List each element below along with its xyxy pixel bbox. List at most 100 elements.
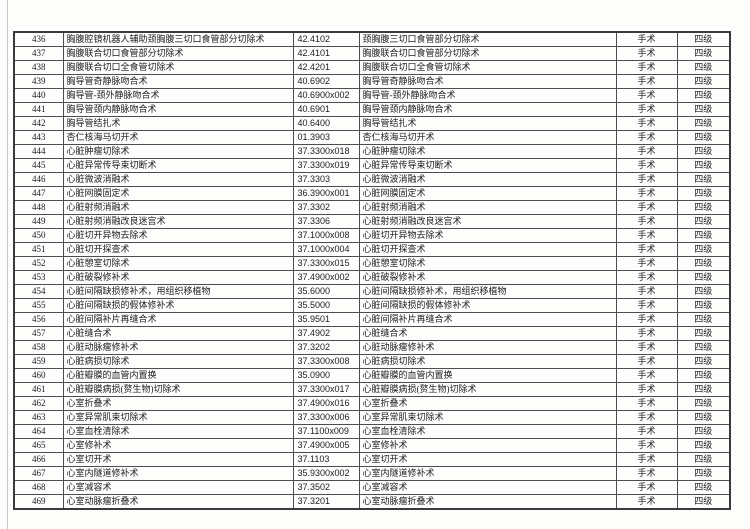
procedure-alias-cell: 心室修补术 [358,438,617,453]
procedure-name-cell: 心脏网膜固定术 [62,186,294,201]
row-number-cell: 445 [13,158,64,173]
table-row: 468 心室减容术 37.3502 心室减容术 手术 四级 [13,480,731,495]
procedure-name-cell: 心脏瓣膜病损(赘生物)切除术 [62,382,294,397]
table-row: 439 胸导管奇静脉吻合术 40.6902 胸导管奇静脉吻合术 手术 四级 [13,74,731,89]
table-row: 441 胸导管颈内静脉吻合术 40.6901 胸导管颈内静脉吻合术 手术 四级 [13,102,731,117]
procedure-name-cell: 胸腹腔镜机器人辅助颈胸腹三切口食管部分切除术 [62,31,294,47]
procedure-name-cell: 心室动脉瘤折叠术 [62,494,294,510]
procedure-code-cell: 35.9300x002 [292,466,360,481]
level-cell: 四级 [676,382,731,397]
procedure-alias-cell: 心室血栓清除术 [358,424,617,439]
category-cell: 手术 [615,214,678,229]
level-cell: 四级 [676,494,731,510]
procedure-code-cell: 37.1000x008 [292,228,360,243]
table-row: 443 杏仁核海马切开术 01.3903 杏仁核海马切开术 手术 四级 [13,130,731,145]
category-cell: 手术 [615,130,678,145]
row-number-cell: 456 [13,312,64,327]
level-cell: 四级 [676,480,731,495]
procedure-alias-cell: 心脏间隔缺损修补术，用组织移植物 [358,284,617,299]
level-cell: 四级 [676,186,731,201]
category-cell: 手术 [615,494,678,510]
table-row: 456 心脏间隔补片再缝合术 35.9501 心脏间隔补片再缝合术 手术 四级 [13,312,731,327]
table-row: 446 心脏微波消融术 37.3303 心脏微波消融术 手术 四级 [13,172,731,187]
procedure-alias-cell: 心脏射频消融术 [358,200,617,215]
procedure-name-cell: 心脏间隔补片再缝合术 [62,312,294,327]
table-row: 466 心室切开术 37.1103 心室切开术 手术 四级 [13,452,731,467]
procedure-name-cell: 心脏肿瘤切除术 [62,144,294,159]
category-cell: 手术 [615,60,678,75]
category-cell: 手术 [615,46,678,61]
level-cell: 四级 [676,228,731,243]
category-cell: 手术 [615,200,678,215]
procedure-code-cell: 40.6400 [292,116,360,131]
row-number-cell: 444 [13,144,64,159]
row-number-cell: 441 [13,102,64,117]
category-cell: 手术 [615,31,678,47]
level-cell: 四级 [676,396,731,411]
table-row: 436 胸腹腔镜机器人辅助颈胸腹三切口食管部分切除术 42.4102 颈胸腹三切口食管… [13,31,731,47]
category-cell: 手术 [615,424,678,439]
table-row: 465 心室修补术 37.4900x005 心室修补术 手术 四级 [13,438,731,453]
procedure-code-cell: 42.4102 [292,31,360,47]
procedure-alias-cell: 心脏破裂修补术 [358,270,617,285]
procedure-name-cell: 心室折叠术 [62,396,294,411]
procedure-alias-cell: 心脏网膜固定术 [358,186,617,201]
table-row: 448 心脏射频消融术 37.3302 心脏射频消融术 手术 四级 [13,200,731,215]
level-cell: 四级 [676,424,731,439]
procedure-code-cell: 42.4201 [292,60,360,75]
table-row: 459 心脏病损切除术 37.3300x008 心脏病损切除术 手术 四级 [13,354,731,369]
procedure-code-cell: 37.3502 [292,480,360,495]
procedure-alias-cell: 胸腹联合切口食管部分切除术 [358,46,617,61]
procedure-name-cell: 心室内隧道修补术 [62,466,294,481]
row-number-cell: 440 [13,88,64,103]
procedure-alias-cell: 心脏微波消融术 [358,172,617,187]
row-number-cell: 443 [13,130,64,145]
level-cell: 四级 [676,116,731,131]
procedure-code-cell: 01.3903 [292,130,360,145]
row-number-cell: 458 [13,340,64,355]
category-cell: 手术 [615,116,678,131]
table-row: 438 胸腹联合切口全食管切除术 42.4201 胸腹联合切口全食管切除术 手术 四级 [13,60,731,75]
row-number-cell: 454 [13,284,64,299]
procedure-code-cell: 37.3300x006 [292,410,360,425]
category-cell: 手术 [615,228,678,243]
procedure-code-cell: 37.1103 [292,452,360,467]
procedure-name-cell: 心脏间隔缺损修补术，用组织移植物 [62,284,294,299]
category-cell: 手术 [615,354,678,369]
row-number-cell: 436 [13,31,64,47]
level-cell: 四级 [676,158,731,173]
table-row: 469 心室动脉瘤折叠术 37.3201 心室动脉瘤折叠术 手术 四级 [13,494,731,510]
row-number-cell: 442 [13,116,64,131]
procedure-code-cell: 37.3302 [292,200,360,215]
row-number-cell: 439 [13,74,64,89]
category-cell: 手术 [615,158,678,173]
procedure-name-cell: 心室切开术 [62,452,294,467]
row-number-cell: 449 [13,214,64,229]
procedure-code-cell: 37.3300x019 [292,158,360,173]
table-row: 449 心脏射频消融改良迷宫术 37.3306 心脏射频消融改良迷宫术 手术 四级 [13,214,731,229]
level-cell: 四级 [676,31,731,47]
procedure-name-cell: 心脏间隔缺损的假体修补术 [62,298,294,313]
procedure-code-cell: 37.1100x009 [292,424,360,439]
level-cell: 四级 [676,214,731,229]
level-cell: 四级 [676,88,731,103]
level-cell: 四级 [676,452,731,467]
procedure-code-cell: 37.3303 [292,172,360,187]
procedure-alias-cell: 心室折叠术 [358,396,617,411]
row-number-cell: 465 [13,438,64,453]
procedure-alias-cell: 胸导管奇静脉吻合术 [358,74,617,89]
level-cell: 四级 [676,256,731,271]
row-number-cell: 460 [13,368,64,383]
procedure-name-cell: 胸导管结扎术 [62,116,294,131]
category-cell: 手术 [615,172,678,187]
procedure-name-cell: 心脏射频消融改良迷宫术 [62,214,294,229]
level-cell: 四级 [676,144,731,159]
procedure-name-cell: 杏仁核海马切开术 [62,130,294,145]
row-number-cell: 446 [13,172,64,187]
table-row: 445 心脏异常传导束切断术 37.3300x019 心脏异常传导束切断术 手术 四级 [13,158,731,173]
row-number-cell: 461 [13,382,64,397]
table-row: 464 心室血栓清除术 37.1100x009 心室血栓清除术 手术 四级 [13,424,731,439]
row-number-cell: 455 [13,298,64,313]
level-cell: 四级 [676,74,731,89]
